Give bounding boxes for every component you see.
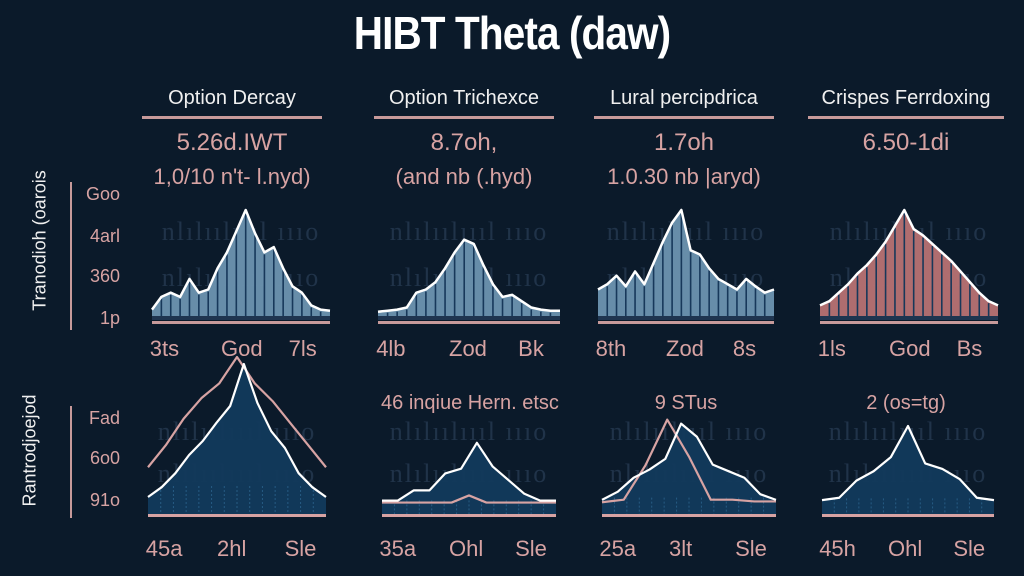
- column-header-1: Option Dercay 5.26d.IWT 1,0/10 n't- l.ny…: [142, 84, 322, 191]
- bottom-panel-1: nlılıılıııl ıııonlılıılıııl ıııo: [147, 355, 327, 517]
- x-tick-label: Sle: [735, 536, 767, 561]
- header-label: Lural percipdrica: [610, 87, 758, 109]
- y-tick: 6o0: [89, 448, 120, 468]
- bottom-panel-2: nlılıılıııl ıııonlılıılıııl ıııo: [382, 417, 556, 517]
- series-line: [819, 208, 999, 307]
- bottom-row-label: Rantrodjoejod: [19, 394, 40, 507]
- x-tick-label: God: [221, 336, 263, 361]
- y-tick: 360: [89, 266, 120, 286]
- x-tick-label: Zod: [449, 336, 487, 361]
- series-line: [377, 238, 560, 314]
- x-tick-label: Bk: [518, 336, 544, 361]
- header-rule: [594, 116, 774, 119]
- area-fill: [148, 364, 326, 514]
- x-tick-label: Ohl: [449, 536, 484, 561]
- x-tick-label: 8s: [732, 336, 757, 361]
- header-value: 5.26d.IWT: [176, 129, 288, 156]
- header-label: Option Trichexce: [388, 87, 540, 109]
- bottom-panel-3: nlılıılıııl ıııonlılıılıııl ıııo: [601, 417, 777, 517]
- baseline: [598, 316, 774, 320]
- x-tick-label: Sle: [515, 536, 547, 561]
- header-value: 6.50-1di: [862, 129, 950, 156]
- top-panel-4: nlılıılıııl ıııonlılıılıııl ıııo: [819, 208, 999, 324]
- series-line: [150, 208, 331, 312]
- ghost-glyphs: nlılıılıııl ıııo: [390, 417, 548, 446]
- x-tick-label: 1ls: [817, 336, 846, 361]
- header-subvalue: 1,0/10 n't- l.nyd): [153, 164, 311, 189]
- baseline: [820, 316, 998, 320]
- y-tick: Fad: [88, 408, 120, 428]
- x-tick-label: Bs: [956, 336, 983, 361]
- panel-subtitle: 9 STus: [654, 392, 718, 414]
- area-fill: [382, 442, 556, 514]
- header-rule: [374, 116, 554, 119]
- axis-rule: [378, 321, 560, 324]
- series-line-pink: [382, 494, 556, 504]
- x-tick-label: 4lb: [376, 336, 406, 361]
- axis-rule: [148, 514, 326, 517]
- bottom-y-axis: [70, 406, 72, 518]
- series-line-pink: [601, 418, 776, 504]
- x-tick-label: 2hl: [217, 536, 247, 561]
- x-tick-label: 3ts: [149, 336, 180, 361]
- y-tick: 1p: [99, 308, 120, 328]
- series-line-white: [147, 362, 327, 498]
- panel-subtitle: 46 inqiue Hern. etsc: [381, 392, 559, 414]
- area-fill: [598, 210, 774, 316]
- axis-rule: [820, 321, 998, 324]
- area-fill: [602, 423, 776, 514]
- top-panel-3: nlılıılıııl ıııonlılıılıııl ıııo: [597, 208, 775, 324]
- x-tick-label: Sle: [284, 536, 317, 561]
- y-tick: 4arl: [89, 226, 120, 246]
- series-line-white: [382, 441, 556, 502]
- top-row-label: Tranodioh (oarois: [29, 170, 50, 311]
- header-label: Option Dercay: [168, 87, 296, 109]
- top-panel-2: nlılıılıııl ıııonlılıılıııl ıııo: [377, 217, 560, 324]
- x-tick-label: 7ls: [288, 336, 317, 361]
- area-fill: [820, 210, 998, 316]
- chart-title: HIBT Theta (daw): [353, 7, 671, 59]
- header-subvalue: 1.0.30 nb |aryd): [607, 164, 761, 189]
- x-tick-label: 8th: [595, 336, 627, 361]
- bottom-panel-4: nlılıılıııl ıııonlılıılıııl ıııo: [821, 417, 995, 517]
- x-tick-label: 35a: [379, 536, 417, 561]
- x-tick-label: 45h: [819, 536, 856, 561]
- series-line: [597, 208, 775, 294]
- top-y-axis: [70, 182, 72, 330]
- header-value: 8.7oh,: [430, 129, 498, 156]
- x-tick-label: 45a: [145, 536, 183, 561]
- series-line-white: [821, 424, 995, 502]
- header-rule: [808, 116, 1004, 119]
- x-tick-label: Sle: [953, 536, 986, 561]
- axis-rule: [382, 514, 556, 517]
- axis-rule: [598, 321, 774, 324]
- x-tick-label: 3lt: [669, 536, 693, 561]
- header-value: 1.7oh: [653, 129, 715, 156]
- header-subvalue: (and nb (.hyd): [395, 164, 533, 189]
- series-line-pink: [147, 355, 327, 468]
- column-header-3: Lural percipdrica 1.7oh 1.0.30 nb |aryd): [594, 84, 774, 191]
- header-rule: [142, 116, 322, 119]
- baseline: [378, 316, 560, 320]
- axis-rule: [152, 321, 330, 324]
- column-header-2: Option Trichexce 8.7oh, (and nb (.hyd): [374, 84, 554, 191]
- header-label: Crispes Ferrdoxing: [821, 87, 991, 109]
- axis-rule: [602, 514, 776, 517]
- axis-rule: [822, 514, 994, 517]
- series-line-white: [601, 422, 777, 501]
- x-tick-label: 25a: [599, 536, 637, 561]
- top-panel-1: nlılıılıııl ıııonlılıılıııl ıııo: [150, 208, 331, 324]
- y-tick: 91o: [89, 490, 120, 510]
- x-tick-label: God: [889, 336, 931, 361]
- area-fill: [822, 426, 994, 514]
- x-tick-label: Ohl: [888, 536, 923, 561]
- column-header-4: Crispes Ferrdoxing 6.50-1di: [808, 84, 1004, 163]
- x-tick-label: Zod: [666, 336, 704, 361]
- baseline: [152, 316, 330, 320]
- y-tick: Goo: [85, 184, 120, 204]
- panel-subtitle: 2 (os=tg): [866, 392, 946, 414]
